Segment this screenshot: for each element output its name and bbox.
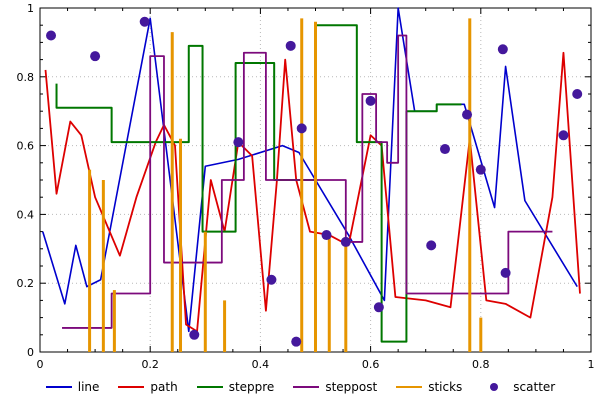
svg-text:0.8: 0.8 — [472, 358, 490, 371]
line-sample-icon — [293, 386, 320, 388]
legend-label-path: path — [150, 380, 178, 394]
line-sample-icon — [118, 386, 145, 388]
svg-text:0.6: 0.6 — [362, 358, 380, 371]
dot-sample-icon — [490, 383, 499, 391]
svg-text:1: 1 — [588, 358, 595, 371]
svg-text:0.4: 0.4 — [252, 358, 270, 371]
svg-text:1: 1 — [27, 2, 34, 15]
legend-item-path: path — [117, 380, 178, 394]
svg-text:0.4: 0.4 — [17, 208, 35, 221]
svg-text:0.2: 0.2 — [141, 358, 159, 371]
svg-text:0.8: 0.8 — [17, 71, 35, 84]
line-sample-icon — [196, 386, 223, 388]
legend-item-steppost: steppost — [292, 380, 377, 394]
legend-label-line: line — [77, 380, 100, 394]
line-sample-icon — [45, 386, 72, 388]
legend-item-steppre: steppre — [196, 380, 275, 394]
legend-item-sticks: sticks — [395, 380, 462, 394]
legend-label-scatter: scatter — [513, 380, 556, 394]
svg-text:0.6: 0.6 — [17, 140, 35, 153]
svg-text:0: 0 — [27, 346, 34, 359]
svg-text:0: 0 — [37, 358, 44, 371]
line-sample-icon — [396, 386, 423, 388]
legend: line path steppre steppost sticks scatte… — [0, 374, 600, 400]
legend-item-line: line — [45, 380, 100, 394]
legend-label-steppre: steppre — [228, 380, 275, 394]
legend-item-scatter: scatter — [480, 380, 555, 394]
svg-text:0.2: 0.2 — [17, 277, 35, 290]
legend-label-sticks: sticks — [428, 380, 463, 394]
legend-label-steppost: steppost — [325, 380, 378, 394]
plot-canvas: 00 0.2 0.2 0.4 0.4 0.6 0.6 0.8 0.8 1 1 — [16, 2, 595, 371]
